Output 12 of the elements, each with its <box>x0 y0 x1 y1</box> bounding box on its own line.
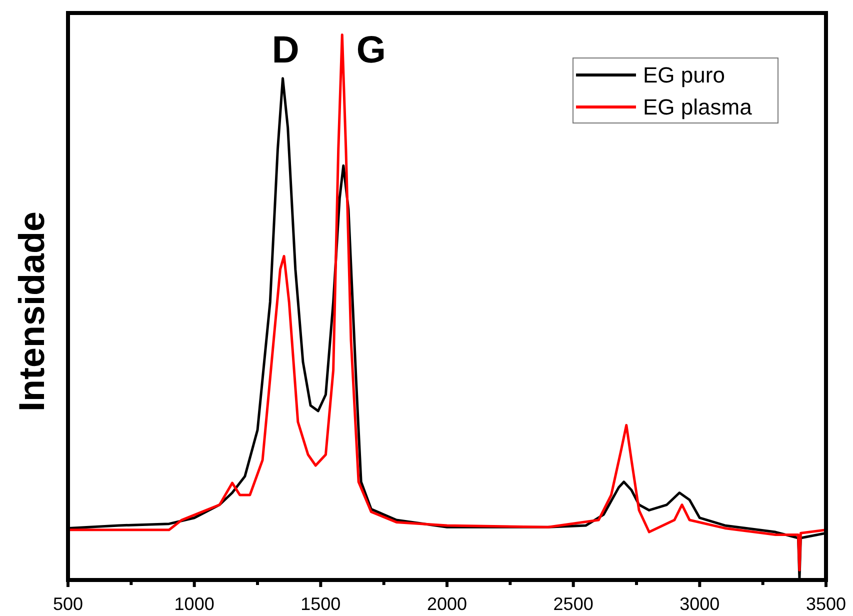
annotation: D <box>272 29 300 72</box>
x-tick-label: 3000 <box>680 594 720 614</box>
x-tick-label: 500 <box>52 594 84 614</box>
legend-label: EG plasma <box>643 94 753 120</box>
x-tick-label: 1500 <box>300 594 341 614</box>
x-tick-label: 2000 <box>426 594 468 614</box>
annotation: G <box>356 29 386 72</box>
x-tick-label: 2500 <box>553 594 594 614</box>
x-tick-label: 3500 <box>806 594 846 614</box>
legend-label: EG puro <box>643 62 725 88</box>
y-axis-title: Intensidade <box>11 211 52 412</box>
x-tick-label: 1000 <box>174 594 214 614</box>
